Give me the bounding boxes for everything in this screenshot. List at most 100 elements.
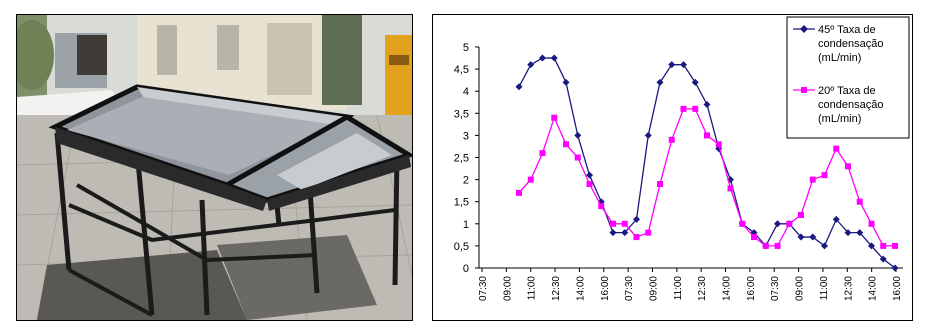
data-point-20	[762, 242, 769, 249]
y-tick-label: 5	[463, 42, 469, 54]
legend-marker-45	[800, 25, 808, 33]
data-point-45	[668, 61, 676, 69]
data-point-20	[527, 176, 534, 183]
data-point-45	[868, 242, 875, 250]
data-point-20	[833, 145, 840, 152]
data-point-20	[704, 132, 710, 139]
data-point-45	[527, 61, 535, 69]
data-point-20	[574, 154, 581, 161]
data-point-45	[562, 78, 570, 86]
legend-label-20-line3: (mL/min)	[818, 113, 861, 125]
y-tick-label: 1,5	[454, 197, 469, 209]
data-point-45	[550, 54, 558, 62]
y-tick-label: 0,5	[454, 241, 469, 253]
data-point-20	[774, 242, 781, 249]
x-tick-label: 07:30	[624, 276, 635, 301]
chart-canvas: 0 0,5 1 1,5 2 2,5 3 3,5 4 4,5 5 07:30 09:00 11:00 12:…	[454, 16, 910, 301]
data-point-45	[879, 255, 887, 263]
chart-legend: 45º Taxa de condensação (mL/min) 20º Tax…	[786, 16, 910, 139]
data-point-45	[856, 229, 864, 237]
y-tick-label: 4	[463, 86, 469, 98]
x-tick-label: 11:00	[819, 276, 830, 301]
data-point-20	[892, 242, 898, 249]
data-point-45	[774, 220, 781, 228]
data-point-20	[598, 203, 605, 210]
y-tick-label: 2,5	[454, 153, 469, 165]
legend-label-20-line2: condensação	[818, 99, 883, 111]
data-point-20	[551, 114, 558, 121]
data-point-45	[680, 61, 687, 69]
data-point-20	[809, 176, 816, 183]
data-point-45	[891, 264, 899, 272]
x-tick-label: 12:30	[843, 276, 854, 301]
x-tick-label: 14:00	[722, 276, 733, 301]
data-point-20	[715, 141, 722, 148]
x-tick-label: 12:30	[697, 276, 708, 301]
x-tick-label: 14:00	[868, 276, 879, 301]
data-point-20	[868, 220, 875, 227]
data-point-20	[880, 242, 887, 249]
x-tick-label: 09:00	[795, 276, 806, 301]
data-point-20	[751, 234, 757, 241]
legend-label-45-line3: (mL/min)	[818, 52, 861, 64]
data-point-20	[668, 136, 675, 143]
x-tick-label: 11:00	[673, 276, 684, 301]
data-point-20	[739, 220, 746, 227]
data-point-45	[821, 242, 828, 250]
data-point-45	[574, 131, 582, 139]
data-point-45	[844, 229, 852, 237]
data-point-20	[845, 163, 851, 170]
data-point-45	[797, 233, 805, 241]
data-point-45	[832, 215, 840, 223]
legend-label-20-line1: 20º Taxa de	[818, 85, 876, 97]
data-point-20	[786, 220, 793, 227]
data-point-20	[680, 105, 687, 112]
legend-marker-20	[801, 87, 807, 93]
y-tick-label: 4,5	[454, 64, 469, 76]
data-point-20	[539, 150, 546, 157]
x-tick-label: 16:00	[892, 276, 903, 301]
data-point-20	[856, 198, 863, 205]
legend-item-20: 20º Taxa de condensação (mL/min)	[793, 85, 883, 125]
solar-still-photo	[10, 14, 415, 321]
data-point-20	[657, 181, 663, 188]
data-point-20	[516, 189, 522, 196]
x-tick-label: 14:00	[575, 276, 586, 301]
data-point-45	[691, 78, 699, 86]
condensation-rate-chart: 0 0,5 1 1,5 2 2,5 3 3,5 4 4,5 5 07:30 09:00 11:00 12:…	[432, 14, 913, 321]
data-point-45	[656, 78, 664, 86]
solar-still-illustration	[10, 15, 415, 321]
data-point-45	[609, 229, 617, 237]
x-tick-label: 07:30	[770, 276, 781, 301]
y-tick-label: 1	[463, 219, 469, 231]
x-tick-label: 12:30	[551, 276, 562, 301]
x-tick-label: 16:00	[600, 276, 611, 301]
data-point-20	[821, 172, 828, 179]
series-lines	[515, 54, 899, 272]
data-point-20	[621, 220, 628, 227]
data-point-45	[515, 83, 523, 91]
legend-item-45: 45º Taxa de condensação (mL/min)	[793, 24, 883, 64]
data-point-20	[727, 185, 734, 192]
data-point-45	[644, 131, 652, 139]
data-point-20	[633, 234, 640, 241]
y-tick-label: 2	[463, 175, 469, 187]
data-point-20	[645, 229, 652, 236]
legend-label-45-line2: condensação	[818, 38, 883, 50]
x-tick-label: 16:00	[746, 276, 757, 301]
data-point-20	[798, 211, 804, 218]
legend-label-45-line1: 45º Taxa de	[818, 24, 876, 36]
y-tick-label: 3	[463, 130, 469, 142]
y-axis: 0 0,5 1 1,5 2 2,5 3 3,5 4 4,5 5	[454, 42, 480, 275]
data-point-20	[563, 141, 569, 148]
legend-box	[786, 16, 910, 139]
data-point-45	[703, 100, 711, 108]
data-point-20	[692, 105, 699, 112]
x-axis: 07:30 09:00 11:00 12:30 14:00 16:00 07:30 09:00…	[478, 267, 903, 301]
y-tick-label: 0	[463, 263, 469, 275]
data-point-20	[610, 220, 616, 227]
x-tick-label: 07:30	[478, 276, 489, 301]
x-tick-label: 09:00	[502, 276, 513, 301]
data-point-20	[586, 181, 593, 188]
data-point-45	[586, 171, 593, 179]
